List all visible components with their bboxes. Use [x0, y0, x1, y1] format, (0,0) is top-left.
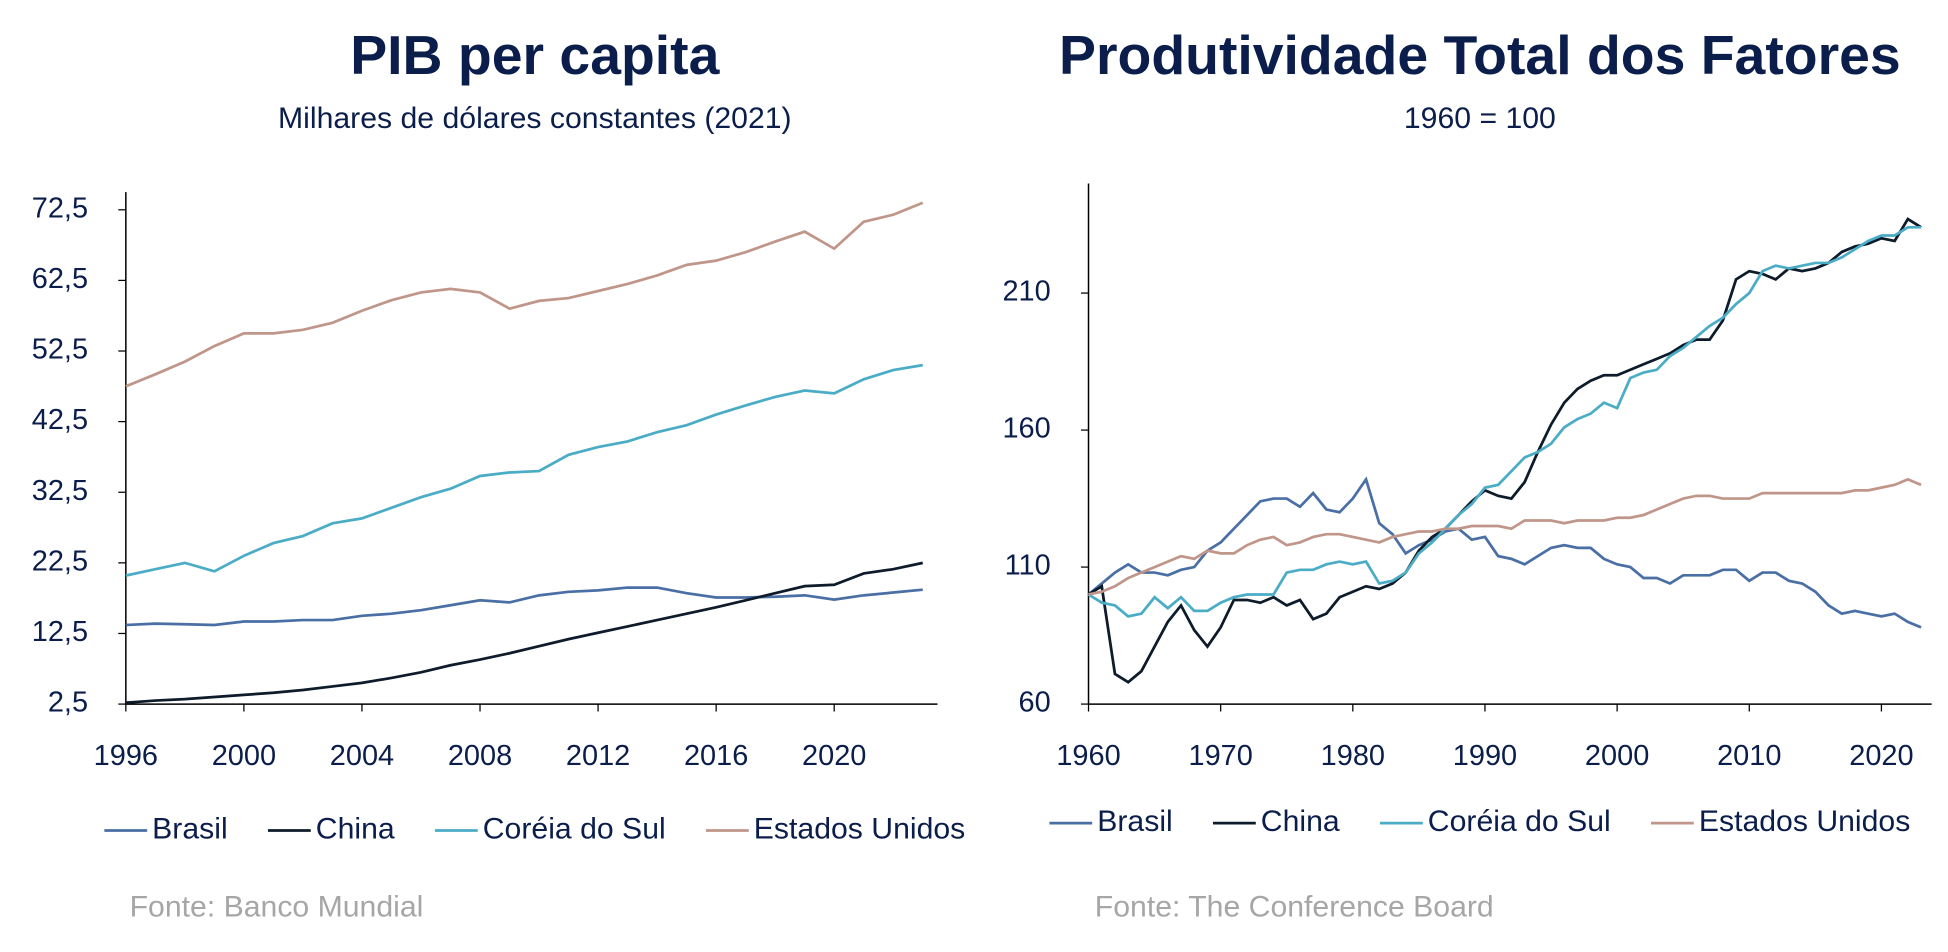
x-tick-label: 2008 — [448, 740, 512, 772]
x-tick-label: 2012 — [566, 740, 630, 772]
line-series — [1088, 477, 1922, 596]
y-tick-label: 62,5 — [32, 263, 88, 295]
legend-label: Estados Unidos — [754, 813, 965, 846]
y-tick-label: 72,5 — [32, 193, 88, 225]
line-series — [125, 363, 923, 577]
x-tick-label: 1960 — [1056, 740, 1120, 772]
x-tick-label: 1996 — [94, 740, 158, 772]
legend-label: Coréia do Sul — [1428, 805, 1611, 838]
x-tick-label: 1990 — [1453, 740, 1517, 772]
y-tick-label: 12,5 — [32, 616, 88, 648]
y-tick-label: 32,5 — [32, 475, 88, 507]
y-tick-label: 160 — [1002, 413, 1050, 445]
legend-label: Coréia do Sul — [483, 813, 666, 846]
y-tick-label: 52,5 — [32, 334, 88, 366]
x-tick-label: 2020 — [802, 740, 866, 772]
line-series — [1087, 225, 1922, 618]
x-tick-label: 2000 — [212, 740, 276, 772]
chart-title: PIB per capita — [350, 24, 720, 86]
y-tick-label: 2,5 — [48, 687, 88, 719]
x-tick-label: 2020 — [1849, 740, 1913, 772]
source-note: Fonte: Banco Mundial — [130, 891, 424, 924]
line-series — [125, 586, 923, 627]
line-series — [1087, 217, 1922, 684]
x-tick-label: 2000 — [1585, 740, 1649, 772]
x-tick-label: 1980 — [1321, 740, 1385, 772]
line-series — [125, 201, 924, 388]
chart-title: Produtividade Total dos Fatores — [1059, 24, 1901, 86]
source-note: Fonte: The Conference Board — [1095, 891, 1494, 924]
chart-subtitle: Milhares de dólares constantes (2021) — [278, 102, 792, 135]
y-tick-label: 60 — [1019, 687, 1051, 719]
legend-label: Brasil — [152, 813, 227, 846]
x-tick-label: 2016 — [684, 740, 748, 772]
legend-label: Estados Unidos — [1699, 805, 1910, 838]
y-tick-label: 210 — [1002, 276, 1050, 308]
legend-label: China — [1261, 805, 1340, 838]
x-tick-label: 2004 — [330, 740, 394, 772]
chart-subtitle: 1960 = 100 — [1404, 102, 1556, 135]
y-tick-label: 42,5 — [32, 404, 88, 436]
y-tick-label: 22,5 — [32, 546, 88, 578]
legend-label: China — [316, 813, 395, 846]
x-tick-label: 1970 — [1188, 740, 1252, 772]
line-series — [125, 561, 924, 705]
line-series — [1087, 476, 1922, 629]
legend-label: Brasil — [1097, 805, 1172, 838]
y-tick-label: 110 — [1005, 550, 1051, 582]
x-tick-label: 2010 — [1717, 740, 1781, 772]
